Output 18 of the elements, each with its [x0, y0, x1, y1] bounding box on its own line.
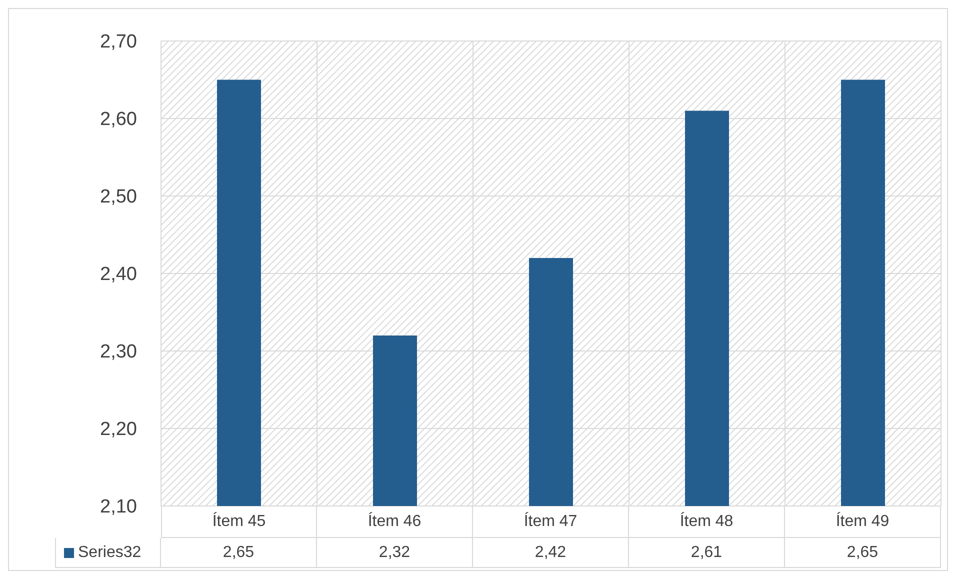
y-tick-label: 2,60	[100, 109, 137, 130]
x-tick-label: Ítem 49	[785, 506, 941, 538]
data-label: 2,65	[161, 538, 317, 568]
data-label: 2,42	[473, 538, 629, 568]
y-tick-label: 2,50	[100, 186, 137, 208]
legend-label: Series32	[55, 538, 161, 568]
data-label: 2,65	[785, 538, 941, 568]
y-tick-label: 2,30	[100, 342, 137, 363]
data-label: 2,32	[317, 538, 473, 568]
y-tick-label: 2,10	[100, 496, 137, 518]
y-tick-label: 2,70	[100, 32, 137, 53]
x-tick-label: Ítem 45	[161, 506, 317, 538]
y-tick-label: 2,20	[100, 419, 137, 440]
x-tick-label: Ítem 48	[629, 506, 785, 538]
x-tick-label: Ítem 46	[317, 506, 473, 538]
data-label: 2,61	[629, 538, 785, 568]
y-tick-label: 2,40	[100, 264, 137, 286]
x-tick-label: Ítem 47	[473, 506, 629, 538]
